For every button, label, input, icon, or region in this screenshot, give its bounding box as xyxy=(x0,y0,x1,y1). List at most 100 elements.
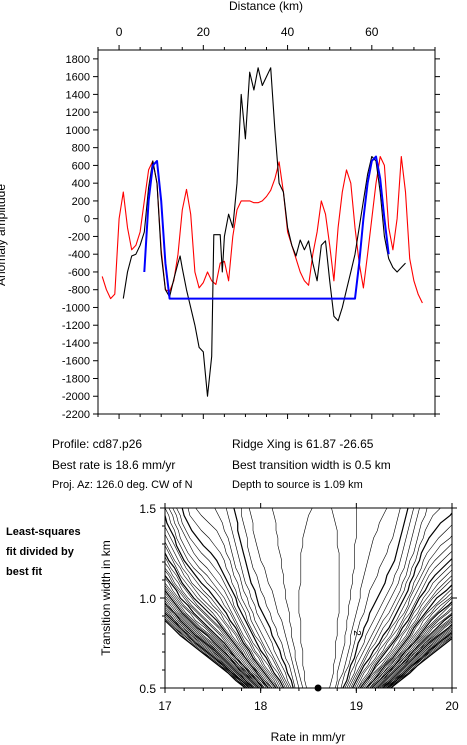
contour-label: 2 xyxy=(351,630,362,636)
contour-line xyxy=(271,508,304,688)
bottom-x-tick-label: 17 xyxy=(158,699,172,713)
top-plot-frame xyxy=(97,49,436,415)
contour-line xyxy=(348,508,428,688)
y-tick-label: -1800 xyxy=(62,373,90,385)
source-depth: Depth to source is 1.09 km xyxy=(232,479,363,491)
misfit-caption-line: best fit xyxy=(6,566,43,578)
contour-line xyxy=(354,524,452,688)
contour-lines xyxy=(165,508,452,688)
contour-line xyxy=(165,585,261,688)
misfit-caption-line: fit divided by xyxy=(6,546,74,558)
y-tick-label: -600 xyxy=(68,267,90,279)
y-tick-label: -2000 xyxy=(62,391,90,403)
contour-line xyxy=(241,508,296,688)
ridge-crossing: Ridge Xing is 61.87 -26.65 xyxy=(232,437,374,451)
contour-line xyxy=(176,508,282,688)
y-tick-label: 600 xyxy=(72,160,90,172)
contour-line xyxy=(165,562,267,688)
contour-line xyxy=(165,619,246,688)
contour-line xyxy=(225,508,292,688)
misfit-caption: Least-squares fit divided by best fit xyxy=(6,522,81,582)
y-tick-label: -200 xyxy=(68,231,90,243)
contour-line xyxy=(165,612,250,688)
contour-line xyxy=(165,556,269,688)
contour-line xyxy=(165,589,260,688)
y-tick-label: 1400 xyxy=(66,89,90,101)
y-tick-label: 800 xyxy=(72,143,90,155)
bottom-x-tick-label: 19 xyxy=(350,699,364,713)
contour-line xyxy=(384,629,452,688)
y-tick-label: 1000 xyxy=(66,125,90,137)
y-tick-label: -2200 xyxy=(62,409,90,421)
contour-line xyxy=(342,508,409,688)
y-tick-label: -400 xyxy=(68,249,90,261)
contour-line xyxy=(165,541,273,688)
contour-line xyxy=(165,587,260,688)
contour-line xyxy=(359,557,452,688)
misfit-caption-line: Least-squares xyxy=(6,526,81,538)
contour-line xyxy=(356,535,452,688)
contour-line xyxy=(165,616,248,688)
contour-line xyxy=(165,600,256,688)
contour-line xyxy=(165,582,261,688)
contour-line xyxy=(382,625,452,688)
contour-line xyxy=(165,526,275,688)
contour-line xyxy=(386,630,452,688)
contour-line xyxy=(165,514,277,688)
profile-name: Profile: cd87.p26 xyxy=(52,437,143,451)
contour-line xyxy=(168,508,279,688)
contour-line xyxy=(390,636,452,688)
contour-line xyxy=(165,551,269,688)
bottom-axes: 17 18 19 20 1.5 1.0 0.5 xyxy=(139,502,459,713)
y-tick-label: 200 xyxy=(72,196,90,208)
contour-line xyxy=(376,613,452,688)
contour-line xyxy=(371,597,452,688)
top-x-axis-title: Distance (km) xyxy=(229,0,303,13)
contour-line xyxy=(350,508,441,688)
top-x-tick-label: 60 xyxy=(365,25,379,39)
contour-line xyxy=(165,533,273,688)
best-transition-width: Best transition width is 0.5 km xyxy=(232,458,391,472)
top-y-axis-title: Anomaly amplitude xyxy=(0,184,8,286)
contour-line xyxy=(165,592,258,688)
bottom-x-axis-title: Rate in mm/yr xyxy=(271,730,346,744)
contour-line xyxy=(379,616,452,688)
contour-line xyxy=(165,614,248,688)
contour-line xyxy=(187,508,286,688)
y-tick-label: 400 xyxy=(72,178,90,190)
y-tick-label: -800 xyxy=(68,285,90,297)
y-tick-label: -1600 xyxy=(62,356,90,368)
contour-line xyxy=(388,633,452,688)
contour-line xyxy=(181,508,285,688)
contour-line xyxy=(344,508,414,688)
y-tick-label: 1200 xyxy=(66,107,90,119)
contour-line xyxy=(165,602,254,688)
contour-line xyxy=(361,569,452,688)
contour-line xyxy=(375,606,452,688)
contour-line xyxy=(336,508,388,688)
projection-azimuth: Proj. Az: 126.0 deg. CW of N xyxy=(52,479,193,491)
contour-line xyxy=(172,508,281,688)
top-x-tick-label: 20 xyxy=(197,25,211,39)
contour-line xyxy=(165,574,264,688)
contour-line xyxy=(363,575,452,688)
contour-line xyxy=(357,543,452,688)
contour-line xyxy=(361,563,452,688)
contour-line xyxy=(233,508,294,688)
y-tick-label: 0 xyxy=(84,214,90,226)
contour-line xyxy=(214,508,290,688)
bottom-y-axis-title: Transition width in km xyxy=(99,540,113,656)
contour-line xyxy=(365,584,452,688)
contour-line xyxy=(369,591,452,688)
best-rate: Best rate is 18.6 mm/yr xyxy=(52,458,176,472)
contour-line xyxy=(195,508,288,688)
bottom-y-tick-label: 1.0 xyxy=(139,592,156,606)
top-x-tick-label: 0 xyxy=(116,25,123,39)
y-tick-label: -1200 xyxy=(62,320,90,332)
top-axes: 0 20 40 60 1800 1600 1400 1200 1000 800 600 400 200 0… xyxy=(62,25,440,421)
contour-line xyxy=(165,567,265,688)
contour-line xyxy=(390,637,452,688)
profile-plot: Distance (km) Anomaly amplitude 0 20 40 60 1… xyxy=(0,0,440,421)
contour-line xyxy=(165,606,252,688)
